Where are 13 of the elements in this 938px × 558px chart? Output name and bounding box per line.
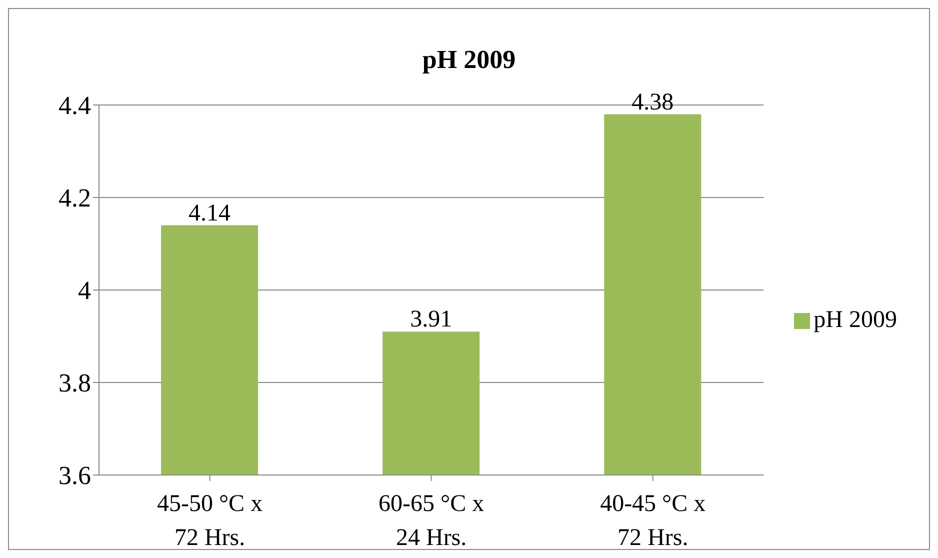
data-label: 4.14: [188, 200, 231, 226]
x-tick-label: 60-65 °C x 24 Hrs.: [378, 491, 484, 551]
y-tick-label: 4.4: [58, 91, 91, 120]
y-tick-label: 3.6: [58, 461, 91, 490]
data-label: 3.91: [410, 306, 452, 333]
y-tick-label: 4.2: [58, 184, 91, 213]
legend-label: pH 2009: [814, 306, 897, 332]
x-tick-label: 40-45 °C x 72 Hrs.: [600, 491, 706, 551]
x-tick-label: 45-50 °C x 72 Hrs.: [156, 491, 263, 551]
data-label: 4.38: [632, 89, 674, 116]
chart-title: pH 2009: [421, 45, 517, 75]
y-tick-label: 4: [78, 276, 91, 306]
y-tick-label: 3.8: [58, 368, 91, 398]
